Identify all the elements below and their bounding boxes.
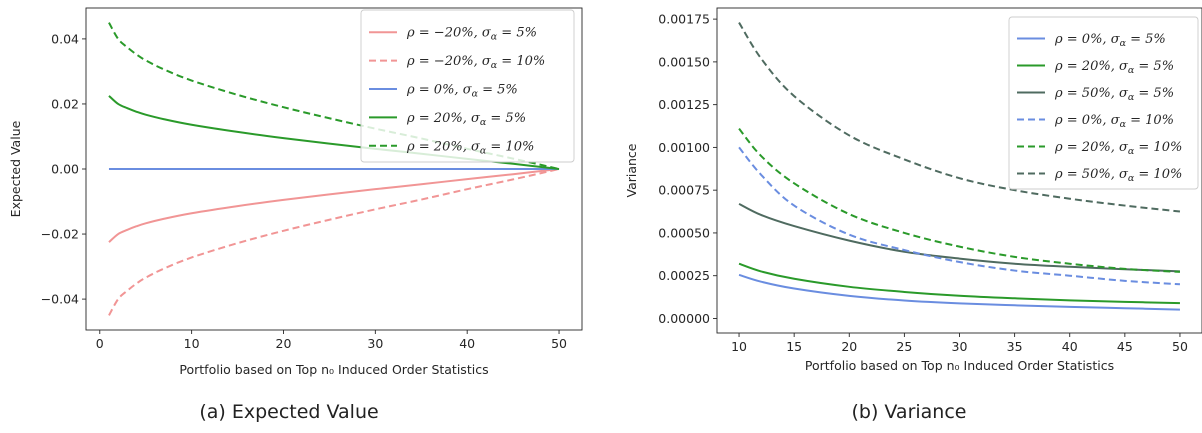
y-tick-label: 0.00100 bbox=[658, 140, 710, 155]
legend-label-4: ρ = 20%, σα = 10% bbox=[406, 139, 534, 156]
x-tick-label: 40 bbox=[459, 336, 475, 351]
legend-label-3: ρ = 0%, σα = 10% bbox=[1054, 113, 1174, 130]
y-tick-label: 0.00175 bbox=[658, 12, 710, 27]
chart-expected-value: 0 10 20 30 40 50 −0.04 −0.02 0.00 0.02 0.04 Expecte… bbox=[8, 7, 583, 423]
legend: ρ = −20%, σα = 5% ρ = −20%, σα = 10% ρ = 0… bbox=[360, 9, 575, 163]
y-tick-label: 0.00050 bbox=[658, 225, 710, 240]
series-line-0 bbox=[108, 168, 560, 243]
x-tick-label: 0 bbox=[96, 336, 104, 351]
legend-label-2: ρ = 50%, σα = 5% bbox=[1054, 86, 1174, 103]
x-tick-label: 25 bbox=[896, 339, 912, 354]
legend-label-0: ρ = −20%, σα = 5% bbox=[406, 26, 537, 43]
x-tick-label: 30 bbox=[952, 339, 968, 354]
y-tick-label: 0.04 bbox=[51, 31, 79, 46]
series-line-5 bbox=[738, 22, 1181, 213]
legend-box bbox=[1008, 16, 1199, 190]
x-tick-label: 40 bbox=[1062, 339, 1078, 354]
y-tick-label: 0.02 bbox=[51, 96, 79, 111]
legend-label-3: ρ = 20%, σα = 5% bbox=[406, 111, 526, 128]
y-tick-label: 0.00000 bbox=[658, 311, 710, 326]
x-tick-label: 35 bbox=[1007, 339, 1023, 354]
x-tick-label: 50 bbox=[1172, 339, 1188, 354]
chart-variance: 10 15 20 25 30 35 40 45 50 0.00000 0.00025 0.00050 0… bbox=[624, 7, 1202, 423]
series-line-2 bbox=[738, 202, 1180, 273]
y-tick-label: 0.00125 bbox=[658, 97, 710, 112]
series-line-0 bbox=[738, 273, 1180, 311]
series-line-3 bbox=[738, 146, 1181, 286]
y-axis-label: Variance bbox=[624, 143, 639, 197]
subfigure-caption: (a) Expected Value bbox=[199, 401, 378, 423]
y-axis-label: Expected Value bbox=[8, 120, 23, 217]
legend-label-1: ρ = −20%, σα = 10% bbox=[406, 54, 545, 71]
x-tick-label: 30 bbox=[367, 336, 383, 351]
y-tick-label: −0.04 bbox=[41, 292, 79, 307]
legend-label-0: ρ = 0%, σα = 5% bbox=[1054, 32, 1166, 49]
y-tick-label: 0.00150 bbox=[658, 54, 710, 69]
series-line-1 bbox=[738, 262, 1180, 305]
x-tick-label: 10 bbox=[184, 336, 200, 351]
x-tick-label: 50 bbox=[551, 336, 567, 351]
y-tick-label: −0.02 bbox=[41, 227, 79, 242]
y-tick-label: 0.00025 bbox=[658, 268, 710, 283]
y-tick-label: 0.00 bbox=[51, 162, 79, 177]
subfigure-caption: (b) Variance bbox=[851, 401, 966, 423]
legend-label-4: ρ = 20%, σα = 10% bbox=[1054, 140, 1182, 157]
x-tick-label: 20 bbox=[276, 336, 292, 351]
x-axis-label: Portfolio based on Top n₀ Induced Order … bbox=[179, 362, 488, 377]
legend: ρ = 0%, σα = 5% ρ = 20%, σα = 5% ρ = 50%, … bbox=[1008, 16, 1199, 190]
x-tick-label: 10 bbox=[731, 339, 747, 354]
y-tick-label: 0.00075 bbox=[658, 183, 710, 198]
series-group bbox=[738, 22, 1181, 311]
series-line-1 bbox=[108, 168, 560, 316]
x-axis-label: Portfolio based on Top n₀ Induced Order … bbox=[805, 358, 1114, 373]
x-tick-label: 15 bbox=[786, 339, 802, 354]
legend-box bbox=[360, 9, 575, 163]
legend-label-2: ρ = 0%, σα = 5% bbox=[406, 83, 518, 100]
x-tick-label: 45 bbox=[1117, 339, 1133, 354]
legend-label-5: ρ = 50%, σα = 10% bbox=[1054, 167, 1182, 184]
legend-label-1: ρ = 20%, σα = 5% bbox=[1054, 59, 1174, 76]
x-tick-label: 20 bbox=[841, 339, 857, 354]
